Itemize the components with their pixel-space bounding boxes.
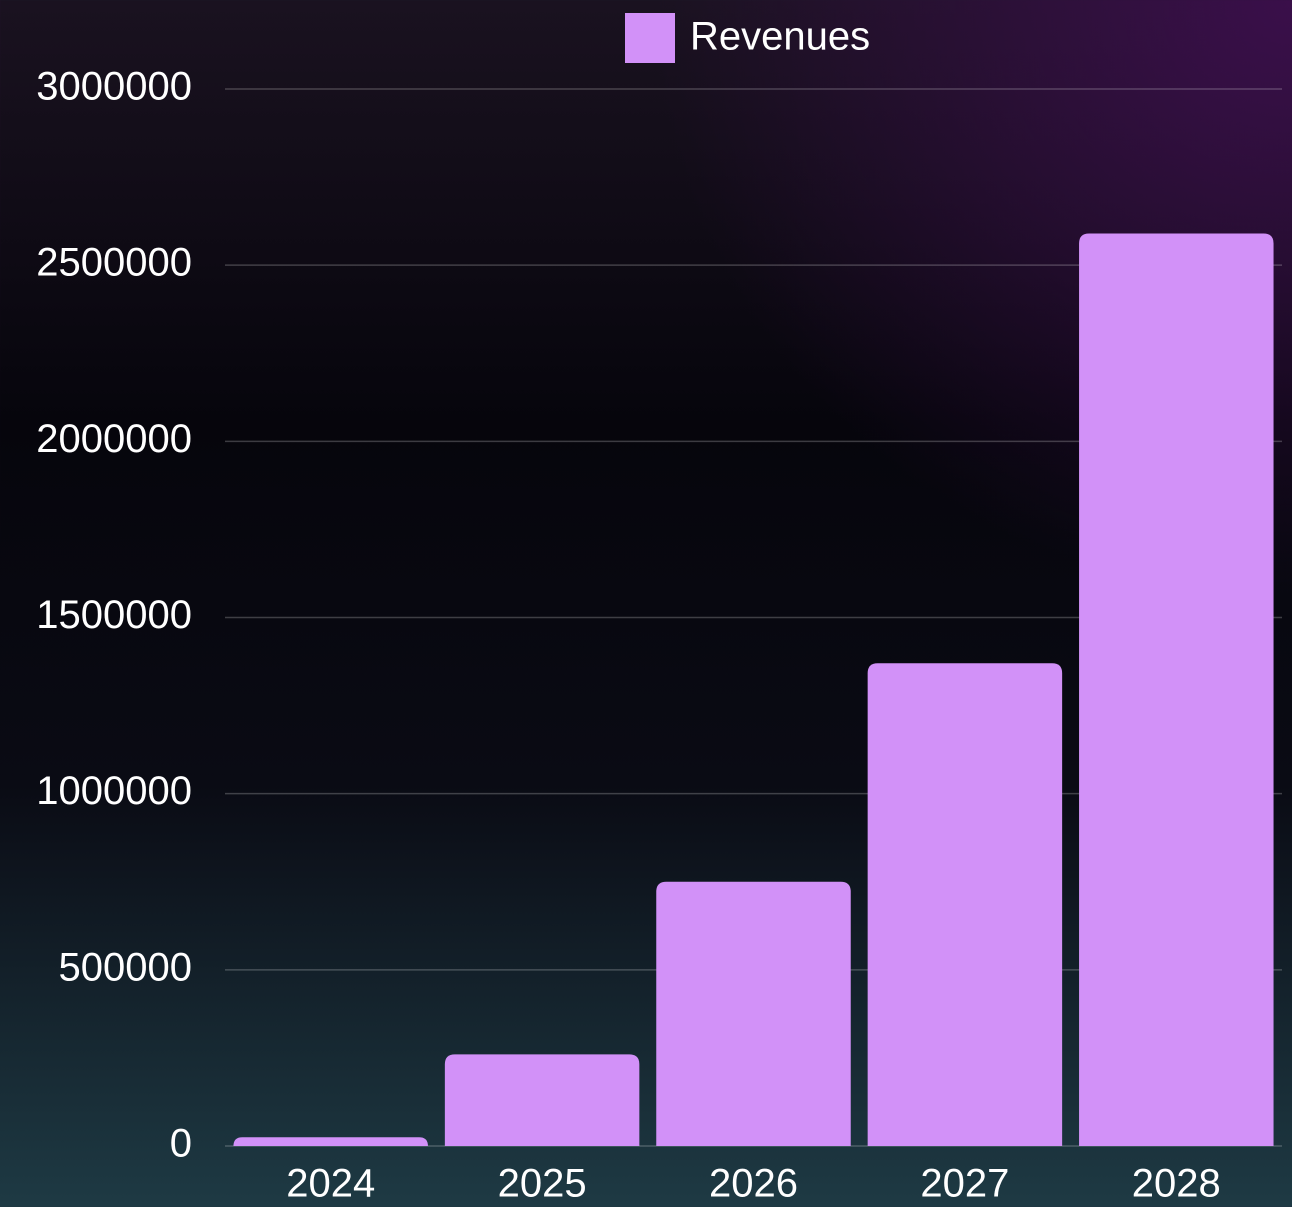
y-tick-label: 2500000 [36, 241, 192, 285]
x-tick-label: 2026 [709, 1162, 798, 1206]
legend-swatch [625, 13, 675, 63]
x-tick-label: 2028 [1132, 1162, 1221, 1206]
y-tick-label: 3000000 [36, 65, 192, 109]
bar [656, 881, 851, 1146]
y-tick-label: 2000000 [36, 417, 192, 461]
x-tick-label: 2025 [498, 1162, 587, 1206]
x-tick-label: 2024 [286, 1162, 375, 1206]
y-tick-label: 1000000 [36, 769, 192, 813]
bar [233, 1137, 428, 1146]
y-tick-label: 0 [170, 1122, 192, 1166]
legend-label: Revenues [690, 15, 870, 59]
bar [1079, 233, 1274, 1146]
bar [444, 1054, 640, 1146]
y-tick-label: 1500000 [36, 593, 192, 637]
bar [867, 663, 1063, 1146]
x-tick-label: 2027 [920, 1162, 1009, 1206]
y-tick-label: 500000 [59, 945, 192, 989]
